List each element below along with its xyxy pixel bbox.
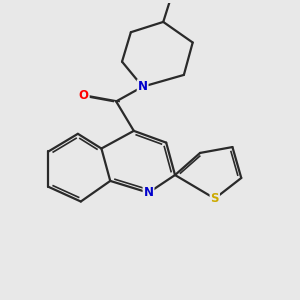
Text: S: S [211, 192, 219, 205]
Text: O: O [79, 89, 89, 102]
Text: N: N [143, 186, 154, 199]
Text: N: N [138, 80, 148, 93]
